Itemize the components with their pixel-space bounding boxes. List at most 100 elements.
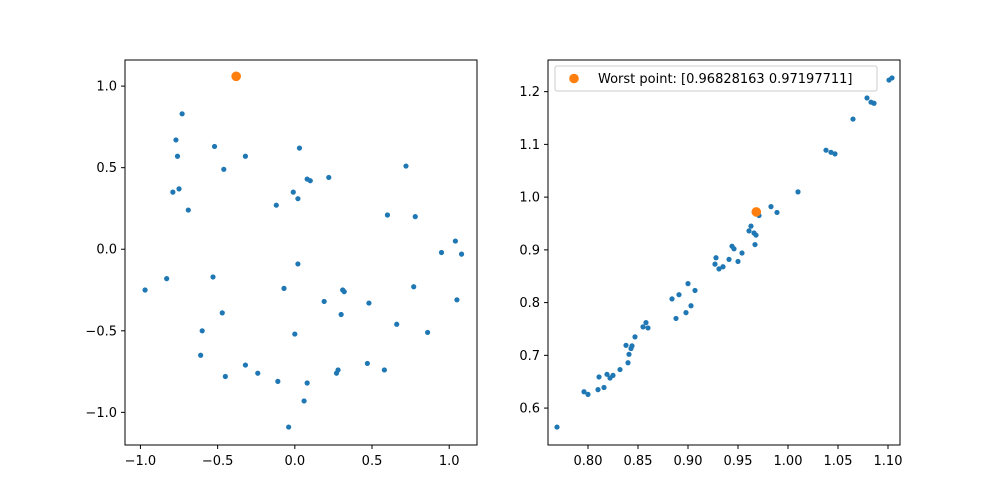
data-point <box>604 371 610 377</box>
worst-point-marker <box>231 71 241 82</box>
data-point <box>275 378 281 384</box>
data-point <box>295 196 301 202</box>
data-point <box>716 266 722 272</box>
data-point <box>364 360 370 367</box>
data-point <box>412 214 418 220</box>
data-point <box>720 264 726 270</box>
right-x-tick-label: 1.10 <box>874 454 903 469</box>
left-points <box>142 71 465 430</box>
data-point <box>340 287 346 293</box>
data-point <box>752 241 758 248</box>
right-axes-frame <box>547 59 901 446</box>
data-point <box>292 331 298 337</box>
data-point <box>795 189 801 195</box>
left-scatter-panel: −1.0 −0.5 0.0 0.5 1.0 −1.0 −0.5 0.0 0.5 1.0 <box>85 59 478 469</box>
data-point <box>632 334 638 340</box>
data-point <box>832 151 838 157</box>
legend-marker-worst-point <box>569 73 579 84</box>
right-x-tick-label: 0.95 <box>724 454 753 469</box>
data-point <box>735 258 741 265</box>
data-point <box>394 321 400 327</box>
data-point <box>617 366 623 373</box>
data-point <box>242 362 249 368</box>
data-point <box>585 391 591 397</box>
data-point <box>219 310 225 316</box>
left-y-ticks: −1.0 −0.5 0.0 0.5 1.0 <box>85 80 125 421</box>
data-point <box>210 274 216 280</box>
data-point <box>774 209 780 216</box>
data-point <box>596 374 602 380</box>
data-point <box>731 246 737 252</box>
right-y-tick-label: 0.9 <box>519 243 540 258</box>
data-point <box>321 298 327 305</box>
data-point <box>626 351 632 357</box>
data-point <box>640 324 646 330</box>
data-point <box>290 189 296 195</box>
left-x-tick-label: −1.0 <box>125 454 157 469</box>
data-point <box>403 163 409 169</box>
data-point <box>581 389 587 395</box>
data-point <box>384 212 391 218</box>
data-point <box>170 189 176 195</box>
data-point <box>625 360 631 366</box>
data-point <box>381 367 387 373</box>
data-point <box>623 342 629 348</box>
data-point <box>338 311 344 318</box>
data-point <box>871 100 877 106</box>
data-point <box>712 261 718 267</box>
data-point <box>748 223 754 229</box>
left-x-tick-label: −0.5 <box>202 454 234 469</box>
left-x-ticks: −1.0 −0.5 0.0 0.5 1.0 <box>125 445 460 469</box>
data-point <box>688 303 694 309</box>
left-x-tick-label: 0.0 <box>284 454 305 469</box>
data-point <box>768 204 774 210</box>
data-point <box>411 284 417 290</box>
data-point <box>669 296 675 302</box>
data-point <box>454 297 460 303</box>
data-point <box>452 238 458 244</box>
data-point <box>295 261 301 267</box>
data-point <box>645 325 651 331</box>
legend-box <box>554 65 878 92</box>
left-y-tick-label: −0.5 <box>85 324 117 339</box>
data-point <box>326 174 332 181</box>
data-point <box>304 380 310 386</box>
data-point <box>304 176 310 182</box>
data-point <box>601 384 607 391</box>
data-point <box>185 207 191 213</box>
data-point <box>685 281 691 287</box>
right-y-tick-label: 1.1 <box>519 138 540 153</box>
worst-point-marker <box>751 207 762 217</box>
data-point <box>828 149 834 155</box>
right-y-tick-label: 0.6 <box>519 402 540 417</box>
data-point <box>221 166 227 172</box>
data-point <box>199 328 205 334</box>
right-x-tick-label: 1.05 <box>824 454 853 469</box>
data-point <box>889 75 895 81</box>
data-point <box>595 387 601 393</box>
data-point <box>173 137 179 143</box>
data-point <box>255 370 261 376</box>
data-point <box>458 251 465 257</box>
legend: Worst point: [0.96828163 0.97197711] <box>554 65 878 92</box>
data-point <box>746 228 752 234</box>
data-point <box>676 292 682 298</box>
data-point <box>726 256 732 262</box>
data-point <box>424 329 431 336</box>
data-point <box>164 276 170 282</box>
data-point <box>301 398 307 404</box>
data-point <box>753 232 759 238</box>
right-x-tick-label: 0.85 <box>624 454 653 469</box>
left-y-tick-label: 0.0 <box>96 243 117 258</box>
legend-label-worst-point: Worst point: [0.96828163 0.97197711] <box>598 72 852 87</box>
data-point <box>333 370 340 376</box>
right-x-tick-label: 1.00 <box>774 454 803 469</box>
right-points <box>554 75 895 430</box>
right-x-tick-label: 0.80 <box>574 454 603 469</box>
right-x-tick-label: 0.90 <box>674 454 703 469</box>
data-point <box>438 249 445 256</box>
left-y-tick-label: 1.0 <box>96 80 117 95</box>
data-point <box>211 143 218 150</box>
left-x-tick-label: 0.5 <box>362 454 383 469</box>
